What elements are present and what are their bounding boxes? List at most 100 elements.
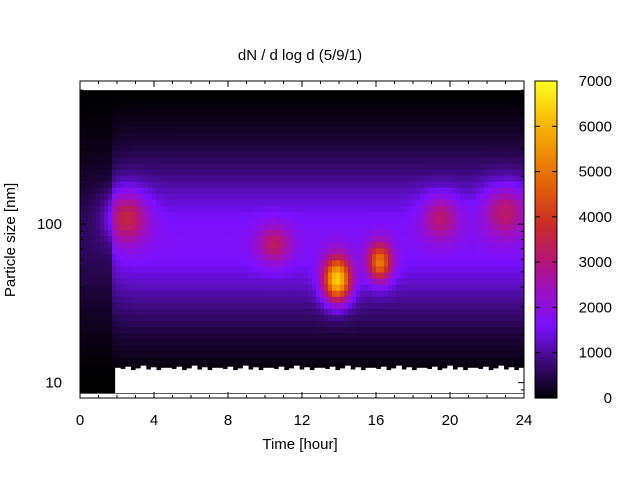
heatmap-cell [344,277,349,285]
heatmap-cell [436,356,441,364]
heatmap-cell [112,247,117,255]
heatmap-cell [396,320,401,327]
heatmap-cell [352,120,357,128]
heatmap-cell [132,187,137,194]
heatmap-cell [244,90,249,97]
heatmap-cell [224,350,229,358]
heatmap-cell [396,302,401,309]
heatmap-cell [120,314,125,321]
heatmap-cell [160,277,165,285]
heatmap-cell [372,362,377,370]
heatmap-cell [100,241,105,249]
heatmap-cell [444,150,449,158]
heatmap-cell [316,90,321,97]
heatmap-cell [164,90,169,97]
heatmap-cell [132,96,137,103]
heatmap-cell [344,344,349,352]
heatmap-cell [380,314,385,321]
heatmap-cell [256,314,261,321]
heatmap-cell [88,132,93,140]
heatmap-cell [432,205,437,212]
heatmap-cell [136,138,141,146]
heatmap-cell [120,284,125,291]
heatmap-cell [332,356,337,364]
heatmap-cell [432,174,437,182]
heatmap-cell [88,205,93,212]
heatmap-cell [244,168,249,176]
heatmap-cell [368,271,373,279]
heatmap-cell [448,296,453,303]
heatmap-cell [200,296,205,303]
heatmap-cell [196,223,201,231]
heatmap-cell [448,126,453,134]
heatmap-cell [336,187,341,194]
heatmap-cell [424,108,429,116]
heatmap-cell [288,259,293,267]
heatmap-cell [436,290,441,297]
heatmap-cell [216,108,221,116]
heatmap-cell [228,168,233,176]
heatmap-cell [444,290,449,297]
heatmap-cell [340,181,345,188]
heatmap-cell [436,271,441,279]
heatmap-cell [160,132,165,140]
heatmap-cell [432,344,437,352]
heatmap-cell [228,193,233,200]
heatmap-cell [424,259,429,267]
heatmap-cell [88,114,93,122]
heatmap-cell [256,356,261,364]
heatmap-cell [268,259,273,267]
heatmap-cell [472,114,477,122]
heatmap-cell [220,296,225,303]
heatmap-cell [88,138,93,146]
heatmap-cell [432,253,437,261]
heatmap-cell [308,350,313,358]
heatmap-cell [176,271,181,279]
heatmap-cell [352,332,357,340]
heatmap-cell [148,126,153,134]
heatmap-cell [384,308,389,315]
heatmap-cell [112,259,117,267]
heatmap-cell [224,235,229,243]
heatmap-cell [176,290,181,297]
heatmap-cell [156,296,161,303]
heatmap-cell [328,302,333,309]
heatmap-cell [164,271,169,279]
heatmap-cell [212,320,217,327]
heatmap-cell [220,259,225,267]
heatmap-cell [172,156,177,164]
heatmap-cell [412,332,417,340]
heatmap-cell [196,199,201,206]
heatmap-cell [152,205,157,212]
heatmap-cell [472,296,477,303]
heatmap-cell [432,314,437,321]
heatmap-cell [372,320,377,327]
heatmap-cell [428,314,433,321]
heatmap-cell [456,162,461,170]
heatmap-cell [416,350,421,358]
heatmap-cell [360,102,365,109]
heatmap-cell [320,108,325,116]
heatmap-cell [268,253,273,261]
heatmap-cell [220,290,225,297]
heatmap-cell [308,193,313,200]
heatmap-cell [312,314,317,321]
heatmap-cell [404,265,409,273]
heatmap-cell [320,150,325,158]
heatmap-cell [172,211,177,218]
heatmap-cell [248,356,253,364]
heatmap-cell [324,271,329,279]
heatmap-cell [392,144,397,152]
heatmap-cell [268,108,273,116]
heatmap-cell [464,132,469,140]
heatmap-cell [188,241,193,249]
heatmap-cell [396,174,401,182]
heatmap-cell [212,308,217,315]
heatmap-cell [356,265,361,273]
heatmap-cell [292,271,297,279]
heatmap-cell [144,265,149,273]
heatmap-cell [284,356,289,364]
heatmap-cell [452,277,457,285]
heatmap-cell [276,102,281,109]
heatmap-cell [112,332,117,340]
